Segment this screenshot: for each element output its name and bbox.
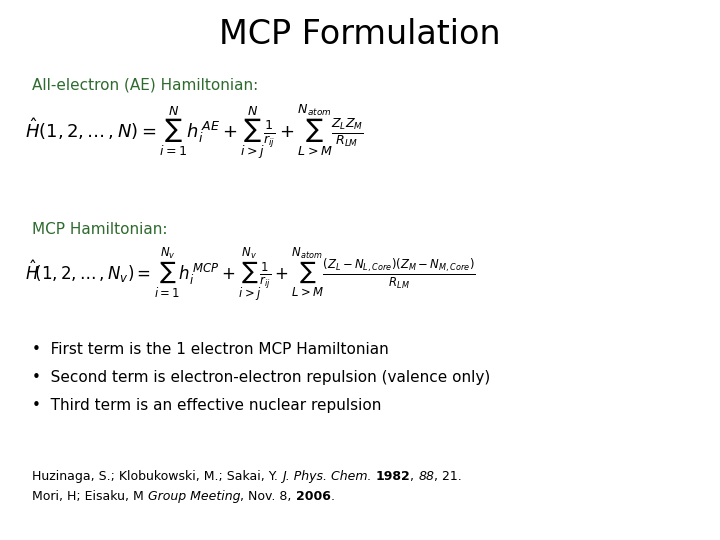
Text: $\hat{H}(1,2,\ldots\,,N)=\sum_{i=1}^{N}h_i^{\,AE}+\sum_{i>j}^{N}\frac{1}{r_{ij}}: $\hat{H}(1,2,\ldots\,,N)=\sum_{i=1}^{N}h… <box>25 102 364 161</box>
Text: •  Third term is an effective nuclear repulsion: • Third term is an effective nuclear rep… <box>32 398 382 413</box>
Text: .: . <box>330 490 335 503</box>
Text: 2006: 2006 <box>296 490 330 503</box>
Text: 88: 88 <box>418 470 434 483</box>
Text: Mori, H; Eisaku, M: Mori, H; Eisaku, M <box>32 490 148 503</box>
Text: , Nov. 8,: , Nov. 8, <box>240 490 296 503</box>
Text: All-electron (AE) Hamiltonian:: All-electron (AE) Hamiltonian: <box>32 78 258 93</box>
Text: •  Second term is electron-electron repulsion (valence only): • Second term is electron-electron repul… <box>32 370 490 385</box>
Text: .: . <box>367 470 375 483</box>
Text: 1982: 1982 <box>375 470 410 483</box>
Text: •  First term is the 1 electron MCP Hamiltonian: • First term is the 1 electron MCP Hamil… <box>32 342 389 357</box>
Text: , 21.: , 21. <box>434 470 462 483</box>
Text: MCP Hamiltonian:: MCP Hamiltonian: <box>32 222 168 237</box>
Text: J. Phys. Chem: J. Phys. Chem <box>282 470 367 483</box>
Text: ,: , <box>410 470 418 483</box>
Text: Huzinaga, S.; Klobukowski, M.; Sakai, Y.: Huzinaga, S.; Klobukowski, M.; Sakai, Y. <box>32 470 282 483</box>
Text: MCP Formulation: MCP Formulation <box>219 18 501 51</box>
Text: $\hat{H}\!\left(1,2,\ldots\,,N_v\right)=\sum_{i=1}^{N_v}h_i^{\,MCP}+\sum_{i>j}^{: $\hat{H}\!\left(1,2,\ldots\,,N_v\right)=… <box>25 246 476 303</box>
Text: Group Meeting: Group Meeting <box>148 490 240 503</box>
